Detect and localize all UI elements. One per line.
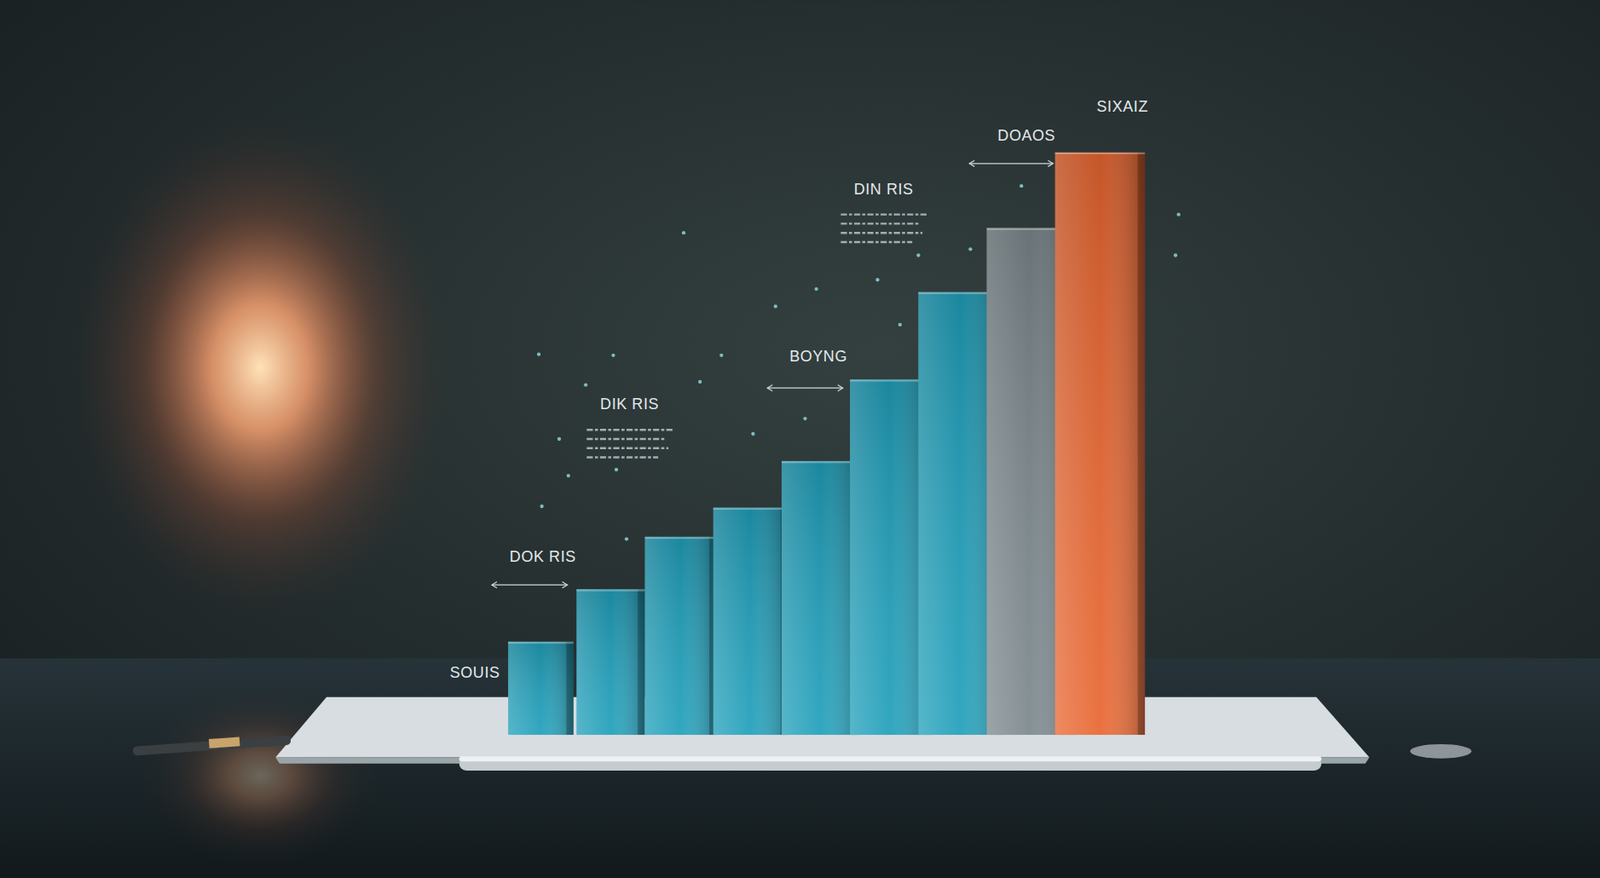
bar-shade <box>1055 152 1145 736</box>
illegible-text <box>840 241 913 243</box>
bar-side <box>566 641 573 735</box>
illegible-text <box>586 438 666 440</box>
arrow-head <box>969 160 975 167</box>
sparkle <box>802 416 807 421</box>
sparkle <box>719 353 723 358</box>
sparkle <box>916 253 920 257</box>
sparkle <box>774 304 778 308</box>
bar <box>645 537 717 735</box>
sparkle <box>611 353 615 358</box>
illegible-text <box>840 222 920 225</box>
pen-left-band <box>208 737 241 749</box>
sparkle <box>583 382 588 387</box>
bar <box>508 641 574 735</box>
bar-top <box>781 461 860 463</box>
pen <box>459 756 1323 771</box>
bar-shade <box>1055 152 1145 736</box>
illegible-text <box>586 428 673 431</box>
sparkle <box>566 473 571 478</box>
bar-shade <box>645 537 717 735</box>
sparkle <box>814 287 818 291</box>
sparkle <box>968 247 972 251</box>
bar-top <box>1055 152 1145 155</box>
bar-top <box>713 508 788 510</box>
pen-left <box>132 735 292 757</box>
bar <box>713 508 788 736</box>
bar-top <box>576 589 645 591</box>
bar-shade <box>781 461 860 735</box>
arrow-head <box>491 582 497 589</box>
bar-side <box>637 589 645 735</box>
arrow-head <box>767 385 773 392</box>
bar-shade <box>713 508 788 736</box>
pen-highlight <box>459 756 1323 762</box>
bar-shade <box>508 641 574 735</box>
illegible-text <box>586 447 669 450</box>
sparkle <box>557 437 561 441</box>
illegible-text <box>586 456 659 458</box>
sparkle <box>624 537 629 541</box>
sparkle <box>698 380 702 384</box>
annotation-arrow <box>767 387 844 389</box>
bar-top <box>508 641 574 644</box>
bar <box>781 461 860 735</box>
annotation-arrow <box>969 162 1053 164</box>
bar-shade <box>508 641 574 735</box>
annotation: DIK RIS <box>600 395 659 413</box>
illegible-text <box>840 213 927 215</box>
sparkle <box>875 277 879 282</box>
sparkle <box>1176 212 1180 216</box>
sparkle <box>537 352 541 356</box>
bar-top <box>645 537 717 539</box>
sparkle <box>539 504 543 509</box>
chart-svg: SOUIS DOK RIS DIK RIS BOYNG DIN RIS DOAOS SIXA… <box>0 0 1600 878</box>
annotation: DIN RIS <box>854 180 914 198</box>
bar-shade <box>576 589 645 735</box>
background <box>0 0 1600 878</box>
annotation: DOK RIS <box>509 548 577 566</box>
bar-shade <box>645 537 717 735</box>
sparkle <box>750 432 755 436</box>
sparkle <box>681 231 686 235</box>
bar <box>1055 152 1145 736</box>
arrow-head <box>1047 160 1053 167</box>
bar-side <box>1137 152 1145 736</box>
sparkle <box>1173 253 1178 257</box>
sparkle <box>898 323 902 327</box>
sparkle <box>1019 184 1023 188</box>
illegible-text <box>840 231 923 234</box>
annotation: SOUIS <box>450 664 501 682</box>
light-glow <box>66 112 455 624</box>
arrow-head <box>837 385 844 392</box>
pen-right <box>1409 744 1472 759</box>
sparkle <box>614 467 619 472</box>
bars <box>508 152 1145 736</box>
annotation-arrow <box>491 584 568 586</box>
bar-shade <box>713 508 788 736</box>
annotation: DOAOS <box>997 127 1056 145</box>
arrow-head <box>562 582 568 589</box>
bar <box>576 589 645 735</box>
bar-shade <box>781 461 860 735</box>
annotation: SIXAIZ <box>1097 98 1149 116</box>
annotation: BOYNG <box>789 347 848 365</box>
bar-shade <box>576 589 645 735</box>
chart-root: SOUIS DOK RIS DIK RIS BOYNG DIN RIS DOAOS SIXA… <box>0 0 1600 878</box>
